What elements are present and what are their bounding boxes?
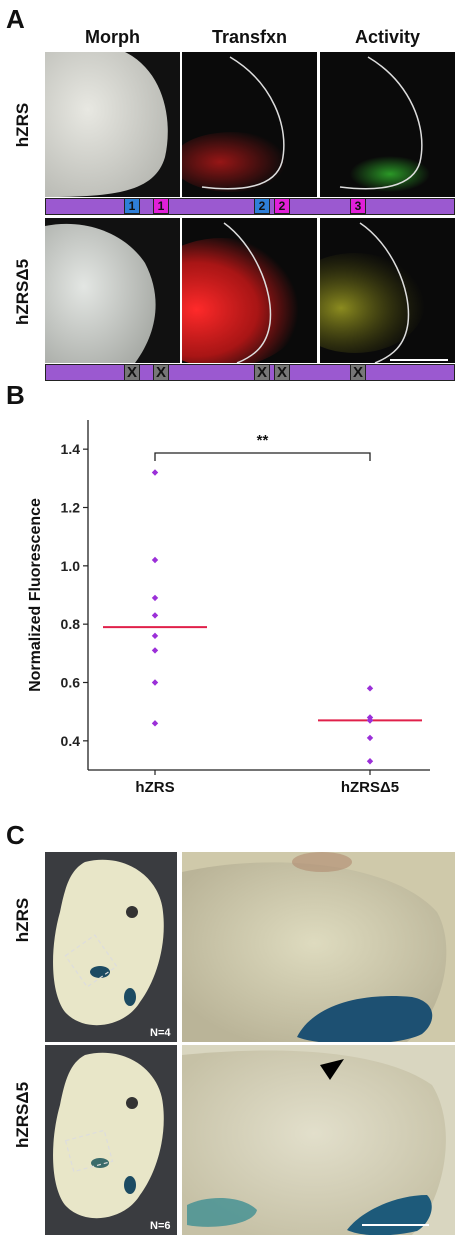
y-tick-label: 0.8 <box>61 616 81 632</box>
box-deleted-3: X <box>254 364 270 381</box>
panel-c-letter: C <box>6 820 25 850</box>
data-point <box>366 734 374 742</box>
x-tick-label: hZRSΔ5 <box>341 779 399 796</box>
embryo-image-hzrsd5 <box>45 1045 177 1235</box>
data-point <box>151 556 159 564</box>
row-label-hzrs-a: hZRS <box>13 102 32 148</box>
x-tick-n-label: N=8 <box>141 799 169 800</box>
activity-image-hzrs <box>320 52 455 197</box>
limb-image-hzrs <box>182 852 455 1042</box>
box-deleted-2: X <box>153 364 169 381</box>
transfxn-image-hzrsd5 <box>182 218 317 363</box>
data-point <box>151 679 159 686</box>
box-deleted-1: X <box>124 364 140 381</box>
region-bar-hzrs <box>45 198 455 215</box>
col-head-activity: Activity <box>354 27 421 47</box>
row-label-hzrsd5-c: hZRSΔ5 <box>13 1081 32 1149</box>
region-bar-hzrsd5 <box>45 364 455 381</box>
data-point <box>151 612 159 619</box>
significance-label: ** <box>257 432 269 449</box>
panel-b-letter: B <box>6 380 25 410</box>
activity-image-hzrsd5 <box>320 218 455 363</box>
box-magenta-2: 2 <box>274 198 290 214</box>
box-blue-2: 2 <box>254 198 270 214</box>
data-point <box>151 469 159 476</box>
y-axis-label: Normalized Fluorescence <box>27 498 44 692</box>
y-tick-label: 1.2 <box>61 500 81 516</box>
col-head-transfxn: Transfxn <box>211 27 288 47</box>
row-label-hzrs-c: hZRS <box>13 897 32 943</box>
data-point <box>366 758 374 765</box>
box-magenta-3: 3 <box>350 198 366 214</box>
embryo-image-hzrs <box>45 852 177 1042</box>
x-tick-label: hZRS <box>135 779 174 796</box>
arrowhead-icon <box>320 1059 344 1080</box>
x-tick-n-label: N=6 <box>356 799 384 800</box>
box-deleted-5: X <box>350 364 366 381</box>
y-tick-label: 0.4 <box>61 733 81 749</box>
y-tick-label: 0.6 <box>61 675 81 691</box>
significance-bracket <box>154 452 371 461</box>
col-head-morph: Morph <box>85 27 140 47</box>
box-blue-1: 1 <box>124 198 140 214</box>
data-point <box>151 594 159 602</box>
morph-image-hzrsd5 <box>45 218 180 363</box>
box-deleted-4: X <box>274 364 290 381</box>
transfxn-image-hzrs <box>182 52 317 197</box>
n-label-hzrsd5: N=6 <box>150 1220 171 1232</box>
limb-image-hzrsd5 <box>182 1045 455 1235</box>
n-label-hzrs: N=4 <box>150 1027 171 1039</box>
y-tick-label: 1.4 <box>61 441 81 457</box>
fluorescence-chart: 0.4 0.6 0.8 1.0 1.2 1.4 Normalized Fluorescenc… <box>27 420 430 800</box>
panel-a-letter: A <box>6 4 25 34</box>
data-point <box>151 647 159 654</box>
y-tick-label: 1.0 <box>61 558 81 574</box>
data-point <box>151 720 159 727</box>
morph-image-hzrs <box>45 52 180 197</box>
row-label-hzrsd5-a: hZRSΔ5 <box>13 258 32 326</box>
data-point <box>151 632 159 640</box>
data-point <box>366 685 374 692</box>
box-magenta-1: 1 <box>153 198 169 214</box>
